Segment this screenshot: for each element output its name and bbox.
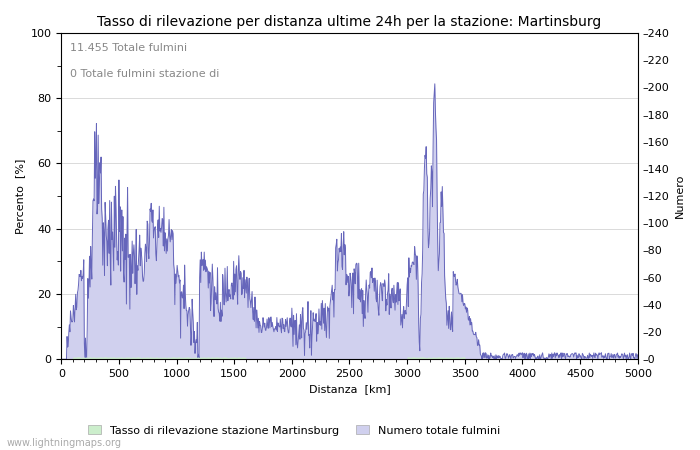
X-axis label: Distanza  [km]: Distanza [km] bbox=[309, 384, 391, 395]
Y-axis label: Numero: Numero bbox=[675, 174, 685, 218]
Title: Tasso di rilevazione per distanza ultime 24h per la stazione: Martinsburg: Tasso di rilevazione per distanza ultime… bbox=[97, 15, 601, 29]
Legend: Tasso di rilevazione stazione Martinsburg, Numero totale fulmini: Tasso di rilevazione stazione Martinsbur… bbox=[83, 421, 505, 440]
Text: www.lightningmaps.org: www.lightningmaps.org bbox=[7, 438, 122, 448]
Text: 11.455 Totale fulmini: 11.455 Totale fulmini bbox=[70, 43, 187, 53]
Text: 0 Totale fulmini stazione di: 0 Totale fulmini stazione di bbox=[70, 69, 219, 79]
Y-axis label: Percento  [%]: Percento [%] bbox=[15, 158, 25, 234]
